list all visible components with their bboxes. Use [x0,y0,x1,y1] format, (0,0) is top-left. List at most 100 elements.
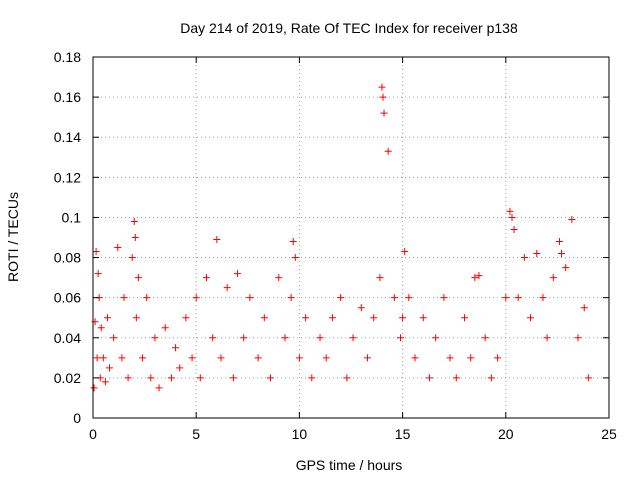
data-point [584,374,592,382]
y-tick-label: 0.06 [54,290,81,306]
data-point [281,334,289,342]
data-point [101,378,109,386]
data-point [349,334,357,342]
data-point [380,109,388,117]
data-point [131,234,139,241]
data-point [580,304,588,312]
data-point [172,344,180,352]
data-point [99,354,107,362]
data-point [316,334,324,342]
data-point [254,354,262,362]
data-point [337,294,345,302]
data-point [147,374,155,382]
y-tick-label: 0.08 [54,250,81,266]
data-point [246,294,254,302]
data-point [192,294,200,302]
y-tick-label: 0.12 [54,169,81,185]
data-point [432,334,440,342]
data-point [289,238,297,246]
data-point [481,334,489,342]
data-point [128,254,136,262]
data-point [401,248,409,256]
data-point [539,294,547,302]
data-point [161,324,169,332]
data-point [558,250,566,258]
data-point [90,384,98,392]
data-point [233,270,241,278]
data-point [384,147,392,155]
data-point [103,314,111,322]
data-point [130,217,138,225]
data-point [151,334,159,342]
data-point [308,374,316,382]
data-point [110,334,118,342]
plot-frame [92,56,610,419]
data-point [390,294,398,302]
data-point [514,294,522,302]
data-point [520,254,528,262]
data-point [134,274,142,282]
data-point [533,250,541,258]
data-point [440,294,448,302]
y-axis-label: ROTI / TECUs [5,192,21,282]
y-tick-label: 0.16 [54,89,81,105]
data-point [357,304,365,312]
data-point [93,354,101,362]
data-point [155,384,163,392]
x-tick-label: 25 [601,426,617,442]
data-point [555,238,563,246]
data-point [328,314,336,322]
data-point [106,364,114,372]
data-point [461,314,469,322]
data-point [94,270,102,278]
data-point [275,274,283,282]
y-tick-label: 0.1 [62,209,82,225]
data-point [446,354,454,362]
x-tick-label: 5 [192,426,200,442]
x-axis-label: GPS time / hours [296,457,403,473]
data-point [379,93,387,101]
data-point [543,334,551,342]
data-point [302,314,310,322]
data-point [471,274,479,282]
data-point [399,314,407,322]
data-point [487,374,495,382]
x-tick-label: 20 [498,426,514,442]
data-point [322,354,330,362]
data-point [217,354,225,362]
data-point [260,314,268,322]
data-point [114,244,122,252]
data-point [267,374,275,382]
y-tick-label: 0.02 [54,370,81,386]
data-point [475,272,483,280]
data-point [502,294,510,302]
x-tick-label: 0 [89,426,97,442]
x-tick-label: 15 [395,426,411,442]
data-point [295,354,303,362]
data-point [452,374,460,382]
data-point [143,294,151,302]
y-tick-label: 0.18 [54,49,81,65]
y-tick-label: 0 [73,410,81,426]
data-point [364,354,372,362]
data-point [182,314,190,322]
data-point [378,83,386,91]
y-tick-label: 0.04 [54,330,81,346]
data-point [494,354,502,362]
data-point [343,374,351,382]
data-point [240,334,248,342]
data-point [97,324,105,332]
data-point [223,284,231,292]
x-tick-label: 10 [292,426,308,442]
data-point [397,334,405,342]
data-point [376,274,384,282]
data-point [510,225,518,233]
data-point [120,294,128,302]
data-point [370,314,378,322]
data-point [139,354,147,362]
data-point [176,364,184,372]
data-points [90,83,592,392]
grid-lines [93,57,609,418]
data-point [467,354,475,362]
